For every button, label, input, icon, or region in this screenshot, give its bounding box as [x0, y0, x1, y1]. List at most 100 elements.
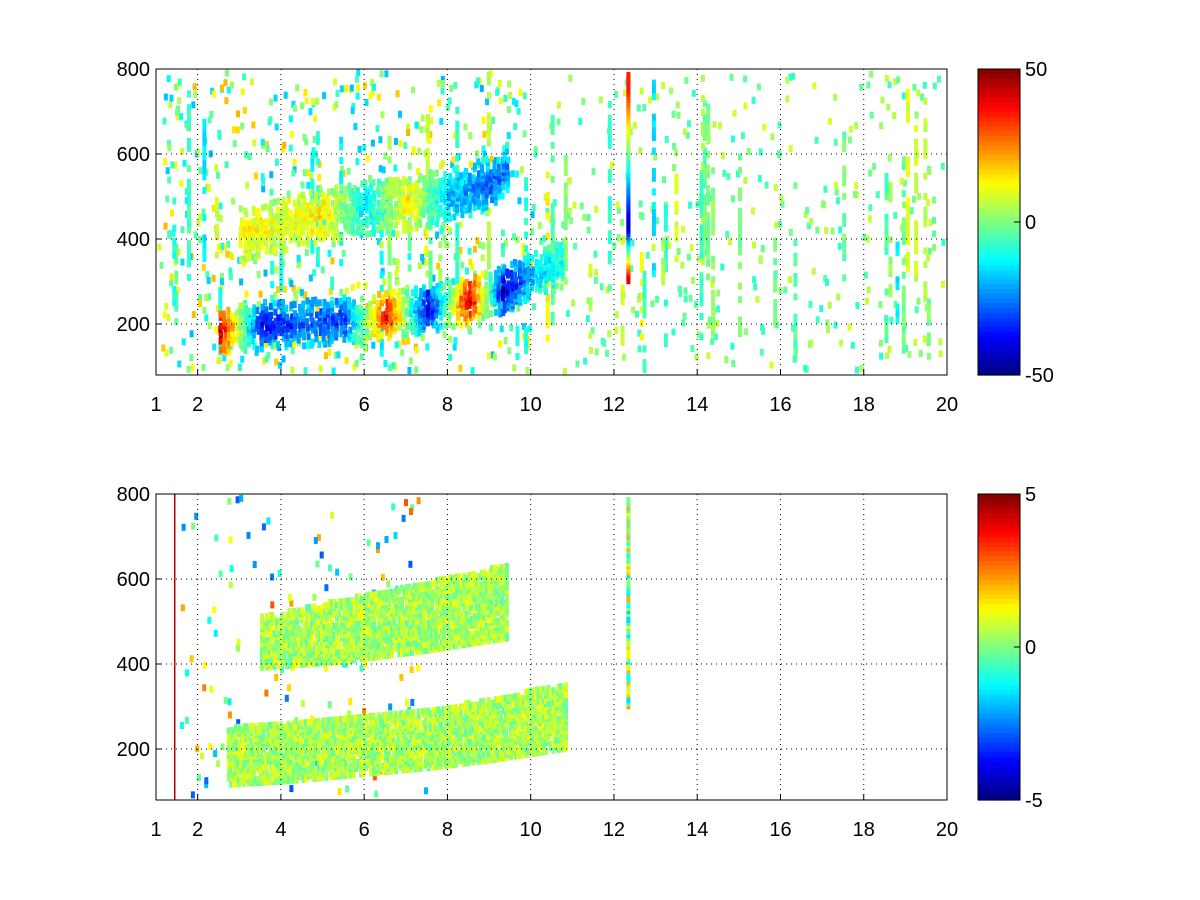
- noise-cell: [839, 339, 844, 347]
- colorbar-step: [978, 360, 1020, 367]
- streak-cell: [926, 332, 931, 340]
- noise-cell: [200, 752, 205, 760]
- ridge-cell: [372, 229, 376, 237]
- noise-cell: [420, 253, 425, 261]
- streak-cell: [339, 143, 344, 151]
- band-cell: [294, 717, 299, 725]
- band-cell: [426, 719, 431, 727]
- band-cell: [244, 723, 249, 731]
- noise-cell: [227, 711, 232, 719]
- noise-cell: [251, 121, 256, 129]
- band-cell: [256, 722, 261, 730]
- band-cell: [231, 744, 236, 752]
- streak-cell: [428, 271, 433, 279]
- noise-cell: [783, 286, 788, 294]
- noise-cell: [281, 145, 286, 153]
- ridge-cell: [317, 220, 322, 228]
- streak-cell: [387, 285, 392, 293]
- band-cell: [389, 743, 394, 751]
- x-tick-label: 10: [520, 394, 542, 416]
- band-cell: [289, 744, 294, 752]
- ridge-cell: [347, 296, 351, 304]
- noise-cell: [205, 271, 210, 279]
- ridge-cell: [415, 179, 420, 187]
- ridge-cell: [390, 289, 394, 297]
- ridge-cell: [369, 182, 374, 190]
- ridge-cell: [219, 346, 224, 354]
- ridge-cell: [281, 196, 286, 204]
- noise-cell: [228, 581, 233, 589]
- noise-cell: [621, 353, 626, 361]
- streak-cell: [711, 221, 716, 229]
- noise-cell: [302, 169, 307, 177]
- noise-cell: [743, 75, 748, 83]
- band-cell: [436, 760, 441, 767]
- band-cell: [274, 771, 279, 779]
- band-cell: [266, 727, 271, 735]
- ridge-cell: [315, 311, 319, 319]
- noise-cell: [475, 237, 480, 245]
- streak-cell: [901, 217, 906, 225]
- band-cell: [254, 776, 259, 784]
- ridge-cell: [256, 315, 261, 323]
- streak-cell: [202, 166, 207, 174]
- ridge-cell: [297, 192, 302, 200]
- noise-cell: [855, 366, 859, 374]
- band-cell: [311, 748, 316, 756]
- ridge-cell: [243, 341, 248, 348]
- band-cell: [396, 752, 401, 760]
- noise-cell: [787, 276, 792, 284]
- noise-cell: [791, 324, 796, 332]
- ridge-cell: [284, 340, 289, 348]
- band-cell: [281, 723, 286, 731]
- noise-cell: [712, 121, 717, 129]
- streak-cell: [888, 181, 893, 189]
- ridge-cell: [506, 280, 511, 288]
- noise-cell: [376, 238, 381, 246]
- streak-cell: [793, 334, 798, 342]
- band-cell: [441, 726, 446, 734]
- ridge-cell: [250, 235, 255, 243]
- band-cell: [341, 751, 346, 759]
- ridge-cell: [425, 180, 430, 188]
- noise-cell: [503, 337, 508, 344]
- band-cell: [436, 706, 441, 714]
- noise-cell: [344, 357, 349, 365]
- noise-cell: [879, 122, 884, 130]
- noise-cell: [325, 335, 330, 343]
- noise-cell: [269, 98, 273, 106]
- band-cell: [324, 750, 329, 757]
- band-cell: [331, 767, 336, 775]
- ridge-cell: [244, 305, 249, 313]
- noise-cell: [863, 271, 868, 279]
- streak-cell: [515, 339, 520, 347]
- band-cell: [264, 757, 269, 765]
- noise-cell: [274, 266, 279, 274]
- ridge-cell: [471, 294, 476, 302]
- noise-cell: [179, 722, 184, 729]
- ridge-cell: [331, 235, 336, 243]
- ridge-cell: [430, 300, 435, 308]
- ridge-cell: [292, 310, 297, 318]
- band-cell: [424, 716, 429, 724]
- streak-cell: [773, 244, 778, 252]
- ridge-cell: [405, 178, 410, 186]
- noise-cell: [814, 136, 819, 144]
- noise-cell: [896, 76, 901, 84]
- noise-cell: [189, 330, 194, 338]
- streak-cell: [339, 157, 344, 165]
- band-cell: [374, 724, 379, 732]
- noise-cell: [685, 132, 690, 139]
- ridge-cell: [485, 164, 490, 172]
- band-cell: [339, 715, 344, 723]
- noise-cell: [235, 496, 240, 504]
- band-cell: [361, 722, 366, 730]
- streak-cell: [901, 305, 906, 313]
- noise-cell: [676, 247, 681, 255]
- ridge-cell: [435, 178, 439, 186]
- noise-cell: [669, 87, 674, 95]
- streak-cell: [279, 278, 284, 286]
- streak-cell: [923, 138, 928, 146]
- streak-cell: [486, 207, 491, 215]
